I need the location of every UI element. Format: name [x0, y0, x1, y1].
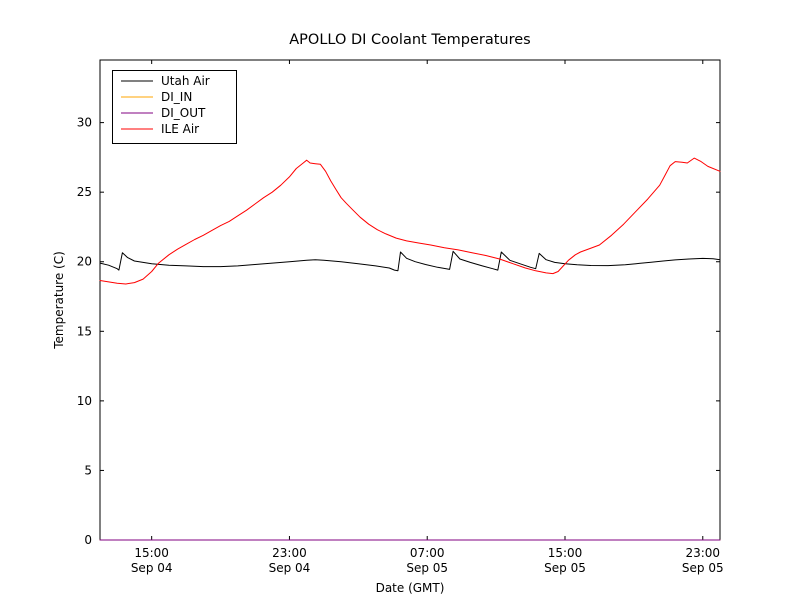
legend-label: ILE Air — [161, 122, 199, 136]
series-line-ile-air — [99, 157, 721, 285]
y-tick-label: 25 — [77, 185, 92, 199]
y-axis-label: Temperature (C) — [52, 251, 66, 350]
y-tick-label: 5 — [84, 463, 92, 477]
chart-title: APOLLO DI Coolant Temperatures — [289, 32, 530, 48]
series-layer — [99, 157, 721, 541]
x-tick-label-date: Sep 05 — [544, 561, 586, 575]
legend: Utah Air DI_IN DI_OUT ILE Air — [112, 70, 237, 144]
x-tick-label-time: 23:00 — [685, 546, 720, 560]
x-tick-label-time: 15:00 — [134, 546, 169, 560]
x-tick-label-time: 07:00 — [410, 546, 445, 560]
legend-label: DI_IN — [161, 90, 192, 104]
y-tick-label: 30 — [77, 116, 92, 130]
y-tick-label: 10 — [77, 394, 92, 408]
y-tick-label: 15 — [77, 324, 92, 338]
x-tick-label-time: 23:00 — [272, 546, 307, 560]
x-tick-label-date: Sep 05 — [682, 561, 724, 575]
x-tick-label-time: 15:00 — [548, 546, 583, 560]
series-line-utah-air — [99, 250, 721, 272]
legend-box — [112, 70, 237, 144]
x-tick-label-date: Sep 05 — [406, 561, 448, 575]
x-tick-label-date: Sep 04 — [131, 561, 173, 575]
y-tick-label: 0 — [84, 533, 92, 547]
y-tick-label: 20 — [77, 255, 92, 269]
legend-label: Utah Air — [161, 74, 210, 88]
x-axis-label: Date (GMT) — [376, 581, 445, 595]
legend-label: DI_OUT — [161, 106, 206, 120]
x-tick-label-date: Sep 04 — [269, 561, 311, 575]
